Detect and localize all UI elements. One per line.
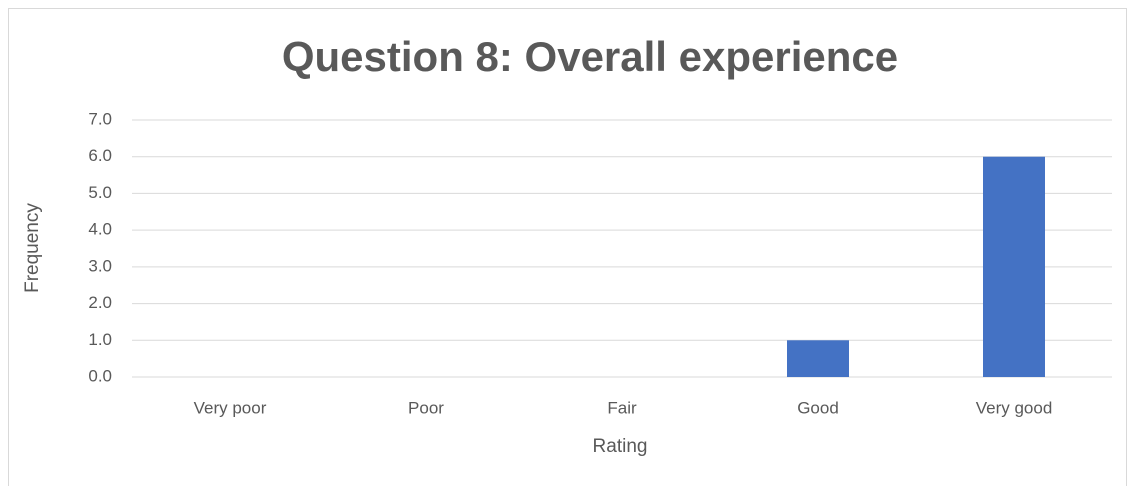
bar [787, 340, 849, 377]
y-tick-label: 6.0 [88, 146, 112, 165]
x-tick-label: Very good [976, 398, 1053, 417]
y-tick-label: 2.0 [88, 293, 112, 312]
y-tick-label: 3.0 [88, 256, 112, 275]
y-axis-label: Frequency [22, 203, 43, 293]
x-tick-label: Poor [408, 398, 444, 417]
x-axis-label: Rating [593, 436, 648, 457]
x-tick-label: Fair [607, 398, 637, 417]
x-tick-label: Good [797, 398, 839, 417]
chart-border [8, 8, 1127, 486]
y-tick-label: 1.0 [88, 330, 112, 349]
y-tick-label: 7.0 [88, 109, 112, 128]
bar [983, 156, 1045, 377]
x-tick-label: Very poor [194, 398, 267, 417]
y-tick-label: 5.0 [88, 183, 112, 202]
y-tick-label: 0.0 [88, 366, 112, 385]
y-tick-label: 4.0 [88, 220, 112, 239]
chart-title: Question 8: Overall experience [282, 33, 898, 80]
